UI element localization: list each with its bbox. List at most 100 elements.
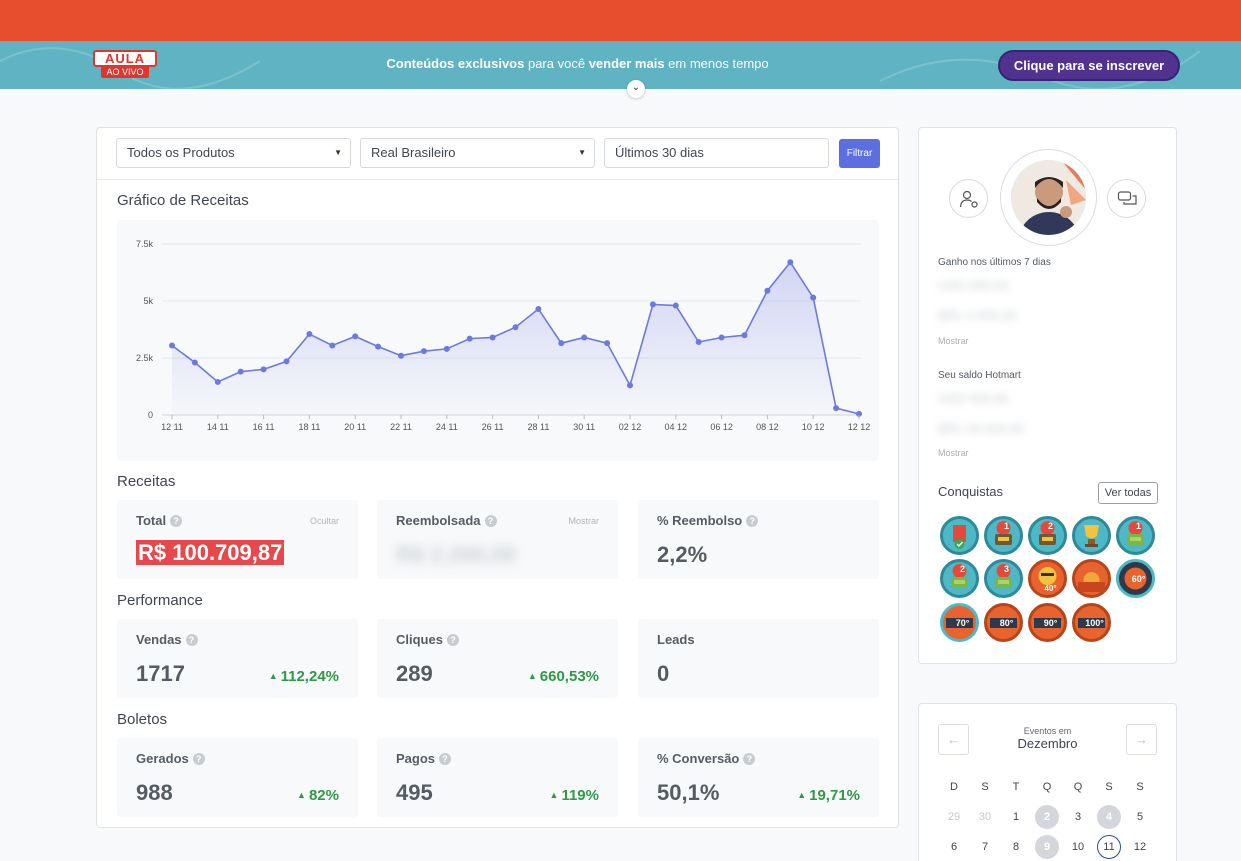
promo-mid-2: em menos tempo	[664, 56, 769, 71]
balance-usd: USD 000,00	[938, 391, 1009, 406]
earnings-show-toggle[interactable]: Mostrar	[938, 336, 969, 346]
promo-bold-2: vender mais	[588, 56, 665, 71]
y-tick-label: 5k	[143, 296, 153, 306]
avatar-ring[interactable]	[1000, 149, 1097, 246]
calendar-day-event[interactable]: 4	[1097, 805, 1121, 829]
trend-up-icon: ▲	[527, 671, 537, 681]
calendar-day[interactable]: 8	[1012, 841, 1020, 853]
promo-banner: AULA AO VIVO Conteúdos exclusivos para v…	[0, 41, 1241, 89]
calendar-day[interactable]: 6	[950, 841, 958, 853]
calendar-day[interactable]: 12	[1133, 841, 1147, 853]
x-tick-label: 18 11	[298, 422, 320, 432]
calendar-day[interactable]: 1	[1012, 811, 1020, 823]
thermometer-badge-icon	[1124, 567, 1147, 590]
help-icon[interactable]: ?	[746, 515, 759, 527]
achievement-badge-sunset[interactable]	[1072, 559, 1111, 598]
robot-badge-icon	[1127, 521, 1144, 545]
calendar-day-today[interactable]: 11	[1097, 835, 1121, 859]
achievement-badge-60-degrees[interactable]: 60°	[1116, 559, 1155, 598]
sun-face-icon	[1038, 567, 1057, 585]
help-icon[interactable]: ?	[484, 515, 497, 527]
revenue-area	[172, 262, 859, 415]
generated-delta-text: 82%	[308, 787, 339, 804]
achievement-badge-trophy[interactable]	[1072, 516, 1111, 555]
product-select[interactable]: Todos os Produtos ▼	[116, 138, 351, 168]
achievement-badge-70-degrees[interactable]: 70°	[940, 603, 979, 642]
help-icon[interactable]: ?	[743, 753, 756, 765]
calendar-day[interactable]: 29	[947, 811, 961, 823]
calendar-day[interactable]: 10	[1071, 841, 1085, 853]
revenue-point	[443, 345, 450, 352]
prev-month-arrow-icon[interactable]: ←	[938, 724, 969, 755]
help-icon[interactable]: ?	[446, 634, 459, 646]
revenue-point	[764, 287, 771, 294]
clicks-label-text: Cliques	[396, 632, 443, 647]
achievement-badge-green-2[interactable]: 2	[940, 559, 979, 598]
badge-number: 70°	[955, 618, 970, 628]
calendar-day[interactable]: 30	[978, 811, 992, 823]
calendar-day-event[interactable]: 9	[1035, 835, 1059, 859]
sales-delta: ▲ 112,24%	[269, 668, 339, 685]
paid-label-text: Pagos	[396, 751, 436, 766]
help-icon[interactable]: ?	[439, 753, 452, 765]
achievement-badge-level-1[interactable]: 1	[984, 516, 1023, 555]
collapse-banner-chevron-icon[interactable]: ⌄	[627, 80, 645, 98]
next-month-arrow-icon[interactable]: →	[1126, 724, 1157, 755]
conversion-delta-text: 19,71%	[809, 787, 860, 804]
thermometer-badge-icon	[990, 618, 1017, 628]
calendar-day[interactable]: 5	[1136, 811, 1144, 823]
calendar-day[interactable]: 3	[1074, 811, 1082, 823]
calendar-day[interactable]: 7	[981, 841, 989, 853]
revenue-point	[558, 340, 565, 347]
badge-number: 2	[1047, 521, 1053, 531]
subscribe-button[interactable]: Clique para se inscrever	[998, 50, 1180, 81]
paid-label: Pagos?	[396, 751, 452, 766]
help-icon[interactable]: ?	[185, 634, 198, 646]
account-settings-button[interactable]	[949, 179, 988, 218]
refunded-card: Reembolsada? Mostrar R$ 2.200,00	[377, 500, 618, 579]
achievement-badge-level-2[interactable]: 2	[1028, 516, 1067, 555]
x-tick-label: 12 11	[161, 422, 183, 432]
chat-bubbles-icon	[1117, 191, 1137, 205]
sales-label: Vendas?	[136, 632, 198, 647]
achievement-badge-40-degrees[interactable]: 40°	[1028, 559, 1067, 598]
top-accent-bar	[0, 0, 1241, 41]
revenue-point	[398, 352, 404, 359]
achievement-badge-80-degrees[interactable]: 80°	[984, 603, 1023, 642]
filter-button[interactable]: Filtrar	[839, 139, 880, 168]
period-input[interactable]: Últimos 30 dias	[604, 138, 829, 168]
revenue-chart: 0 2.5k 5k 7.5k 12 11 14 11 16 11 18 11 20 11 22 1…	[117, 220, 879, 461]
see-all-button[interactable]: Ver todas	[1098, 482, 1158, 504]
revenue-point	[833, 405, 840, 412]
trend-up-icon: ▲	[797, 790, 807, 800]
achievement-badge-100-degrees[interactable]: 100°	[1072, 603, 1111, 642]
earnings-usd: USD 000,00	[938, 278, 1009, 293]
badge-number: 80°	[999, 618, 1014, 628]
clicks-delta-text: 660,53%	[539, 668, 599, 685]
hide-toggle[interactable]: Ocultar	[309, 516, 339, 526]
x-tick-label: 26 11	[482, 422, 504, 432]
x-tick-label: 30 11	[573, 422, 595, 432]
revenue-point	[283, 358, 290, 365]
show-toggle[interactable]: Mostrar	[568, 516, 599, 526]
trophy-icon	[1084, 525, 1099, 547]
achievement-badge-green-1[interactable]: 1	[1116, 516, 1155, 555]
x-tick-label: 08 12	[756, 422, 779, 432]
currency-select[interactable]: Real Brasileiro ▼	[360, 138, 595, 168]
help-icon[interactable]: ?	[192, 753, 205, 765]
weekday-header: D	[950, 781, 958, 793]
caret-down-icon: ▼	[334, 148, 342, 157]
calendar-day-event[interactable]: 2	[1035, 805, 1059, 829]
balance-label: Seu saldo Hotmart	[938, 370, 1021, 381]
chat-button[interactable]	[1107, 179, 1146, 218]
help-icon[interactable]: ?	[170, 515, 183, 527]
balance-show-toggle[interactable]: Mostrar	[938, 448, 969, 458]
total-revenue-card: Total? Ocultar R$ 100.709,87	[117, 500, 358, 579]
currency-select-value: Real Brasileiro	[371, 145, 456, 160]
achievement-badge-checklist-icon[interactable]	[940, 516, 979, 555]
thermometer-badge-icon	[946, 618, 973, 628]
achievement-badge-90-degrees[interactable]: 90°	[1028, 603, 1067, 642]
earnings-label: Ganho nos últimos 7 dias	[938, 257, 1051, 268]
events-calendar: ← Eventos em Dezembro → D S T Q Q S S 29…	[918, 703, 1177, 861]
achievement-badge-green-3[interactable]: 3	[984, 559, 1023, 598]
